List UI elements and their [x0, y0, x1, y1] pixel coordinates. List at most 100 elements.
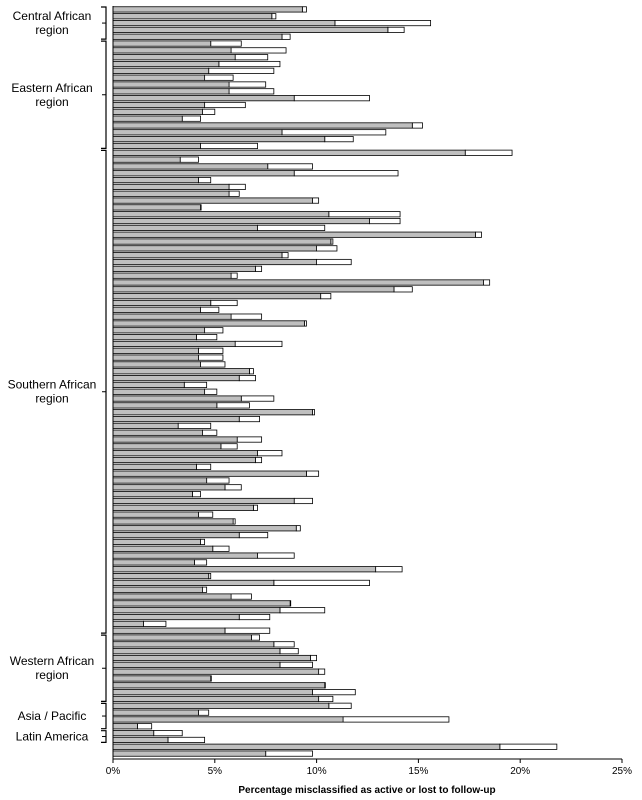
bar-lower-44: [112, 306, 201, 313]
bar-upper-79: [212, 545, 230, 552]
bar-upper-51: [198, 354, 224, 361]
bar-upper-67: [196, 463, 212, 470]
bar-upper-72: [293, 497, 313, 505]
bar-upper-70: [224, 484, 242, 491]
region-label-5: Latin America: [16, 730, 89, 744]
bar-lower-60: [112, 415, 240, 423]
region-label-line: Latin America: [16, 730, 89, 744]
bar-upper-33: [475, 231, 482, 238]
bar-lower-74: [112, 511, 199, 518]
bar-lower-105: [112, 723, 138, 730]
bar-lower-106: [112, 730, 155, 737]
bar-upper-42: [320, 293, 332, 300]
bar-lower-101: [112, 695, 320, 703]
bar-lower-1: [112, 13, 273, 20]
bar-lower-4: [112, 33, 283, 40]
bar-lower-72: [112, 497, 295, 505]
bar-lower-58: [112, 402, 218, 409]
bar-lower-99: [112, 682, 326, 689]
bar-lower-108: [112, 743, 501, 750]
bar-lower-0: [112, 6, 303, 13]
bar-lower-59: [112, 409, 313, 416]
bar-lower-38: [112, 265, 256, 272]
bar-lower-12: [112, 88, 230, 95]
bar-upper-45: [230, 313, 263, 320]
bar-upper-66: [255, 456, 263, 464]
bar-lower-42: [112, 293, 322, 300]
bar-lower-88: [112, 607, 281, 614]
bar-lower-20: [112, 142, 201, 150]
bar-upper-47: [204, 327, 224, 334]
bar-lower-64: [112, 443, 222, 450]
bar-upper-4: [281, 33, 291, 40]
region-label-4: Asia / Pacific: [18, 709, 87, 723]
bar-lower-21: [112, 149, 466, 156]
region-label-line: region: [35, 95, 68, 109]
bar-upper-81: [194, 559, 208, 566]
bar-lower-49: [112, 340, 236, 348]
bar-upper-93: [273, 641, 295, 648]
bar-lower-52: [112, 361, 201, 368]
bar-lower-24: [112, 170, 295, 177]
bar-lower-104: [112, 716, 344, 723]
region-label-line: region: [35, 392, 68, 406]
bar-upper-36: [281, 252, 289, 259]
bar-lower-53: [112, 368, 250, 375]
bar-lower-8: [112, 60, 220, 68]
bar-lower-39: [112, 272, 232, 279]
x-axis-title: Percentage misclassified as active or lo…: [238, 785, 495, 796]
region-label-line: Central African: [13, 9, 92, 23]
bar-upper-0: [301, 6, 307, 13]
bar-lower-54: [112, 375, 240, 382]
bar-upper-6: [230, 47, 287, 54]
x-tick-label-0: 0%: [106, 766, 121, 777]
bar-lower-2: [112, 20, 336, 27]
bar-lower-13: [112, 95, 295, 102]
bar-lower-17: [112, 122, 413, 129]
bar-upper-32: [257, 224, 326, 231]
bar-lower-78: [112, 538, 201, 546]
bar-upper-15: [202, 108, 216, 115]
bar-lower-73: [112, 504, 254, 511]
bar-upper-2: [334, 20, 432, 27]
bar-lower-26: [112, 183, 230, 190]
bar-upper-11: [228, 81, 267, 88]
bar-upper-71: [192, 491, 201, 498]
bar-upper-107: [167, 736, 206, 743]
region-label-0: Central African region: [13, 9, 92, 37]
bar-lower-25: [112, 177, 199, 184]
bar-upper-37: [316, 258, 352, 266]
bar-upper-7: [234, 54, 269, 61]
region-label-line: Asia / Pacific: [18, 709, 87, 723]
region-label-line: region: [35, 668, 68, 682]
bar-upper-88: [279, 607, 326, 614]
bar-upper-23: [267, 163, 313, 170]
bar-upper-17: [411, 122, 423, 129]
bar-lower-50: [112, 347, 199, 354]
bar-upper-22: [179, 156, 199, 163]
bar-lower-23: [112, 163, 269, 170]
bar-lower-18: [112, 129, 283, 136]
bar-upper-86: [230, 593, 252, 600]
bar-upper-58: [216, 402, 250, 409]
bar-upper-50: [198, 347, 224, 354]
bar-upper-73: [253, 504, 258, 511]
x-tick-label-5: 25%: [612, 766, 632, 777]
bar-lower-87: [112, 600, 291, 607]
bar-lower-15: [112, 108, 203, 115]
bar-upper-41: [393, 286, 413, 293]
bar-upper-92: [251, 634, 260, 641]
bar-upper-76: [295, 525, 301, 532]
bar-upper-14: [204, 101, 246, 109]
bar-lower-46: [112, 320, 305, 327]
x-tick-label-3: 15%: [408, 766, 428, 777]
bar-upper-8: [218, 60, 281, 68]
bar-lower-6: [112, 47, 232, 54]
bar-upper-24: [293, 170, 399, 177]
bar-upper-103: [198, 709, 210, 716]
bar-upper-31: [369, 217, 401, 225]
bar-upper-104: [342, 716, 450, 723]
region-label-3: Western African region: [10, 654, 94, 682]
bar-lower-100: [112, 689, 313, 696]
bar-upper-20: [200, 142, 258, 150]
